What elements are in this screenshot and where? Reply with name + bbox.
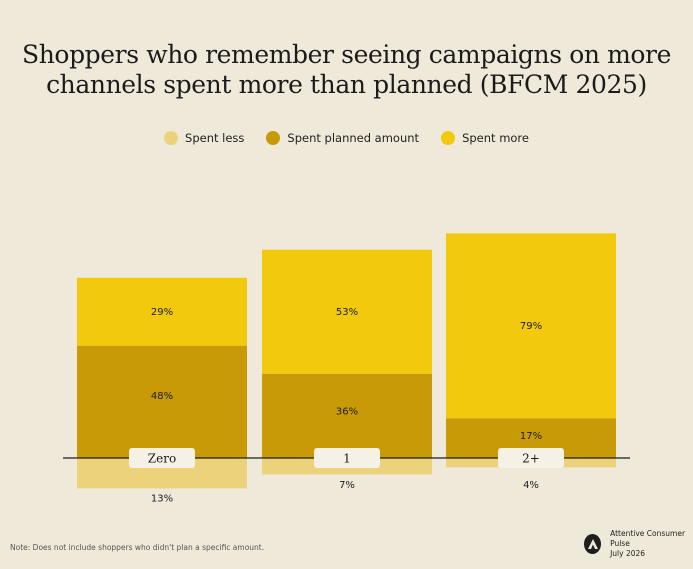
legend-item-spent-less: Spent less	[164, 131, 244, 145]
legend-swatch-spent-more	[441, 131, 456, 145]
chart-title-line-1: Shoppers who remember seeing campaigns o…	[21, 40, 672, 69]
bar-spent-planned-1	[262, 373, 432, 458]
legend-item-spent-planned: Spent planned amount	[266, 131, 419, 145]
chart-legend: Spent less Spent planned amount Spent mo…	[0, 131, 693, 145]
data-label-spent-less-1: 7%	[339, 480, 355, 491]
category-label-box-1	[314, 448, 380, 468]
legend-label-spent-less: Spent less	[185, 131, 245, 145]
data-label-spent-planned-0: 48%	[151, 391, 173, 402]
source-date: July 2026	[610, 549, 646, 558]
chart-title-line-2: channels spent more than planned (BFCM 2…	[46, 70, 647, 99]
legend-swatch-spent-planned	[266, 131, 281, 145]
legend-swatch-spent-less	[164, 131, 179, 145]
category-label-1: 1	[343, 452, 351, 466]
category-label-box-2	[498, 448, 564, 468]
footnote: Note: Does not include shoppers who didn…	[10, 543, 265, 552]
legend-label-spent-planned: Spent planned amount	[287, 131, 420, 145]
data-label-spent-more-2: 79%	[520, 321, 542, 332]
category-label-box-0	[129, 448, 195, 468]
bar-spent-more-0	[77, 277, 247, 346]
data-label-spent-planned-1: 36%	[336, 407, 358, 418]
source-text: Attentive Consumer Pulse July 2026	[610, 529, 693, 559]
chart-title: Shoppers who remember seeing campaigns o…	[0, 40, 693, 100]
legend-item-spent-more: Spent more	[441, 131, 529, 145]
data-label-spent-more-0: 29%	[151, 307, 173, 318]
data-label-spent-less-0: 13%	[151, 493, 173, 504]
category-label-2: 2+	[522, 452, 540, 466]
legend-label-spent-more: Spent more	[462, 131, 529, 145]
bar-spent-more-2	[446, 233, 616, 419]
source-name: Attentive Consumer Pulse	[610, 529, 686, 548]
bar-spent-planned-0	[77, 345, 247, 458]
data-label-spent-less-2: 4%	[523, 480, 539, 491]
source-credit: Attentive Consumer Pulse July 2026	[584, 529, 693, 559]
attentive-logo-icon	[584, 534, 602, 554]
data-label-spent-planned-2: 17%	[520, 431, 542, 442]
bar-spent-more-1	[262, 249, 432, 374]
data-label-spent-more-1: 53%	[336, 307, 358, 318]
category-label-0: Zero	[148, 452, 176, 466]
